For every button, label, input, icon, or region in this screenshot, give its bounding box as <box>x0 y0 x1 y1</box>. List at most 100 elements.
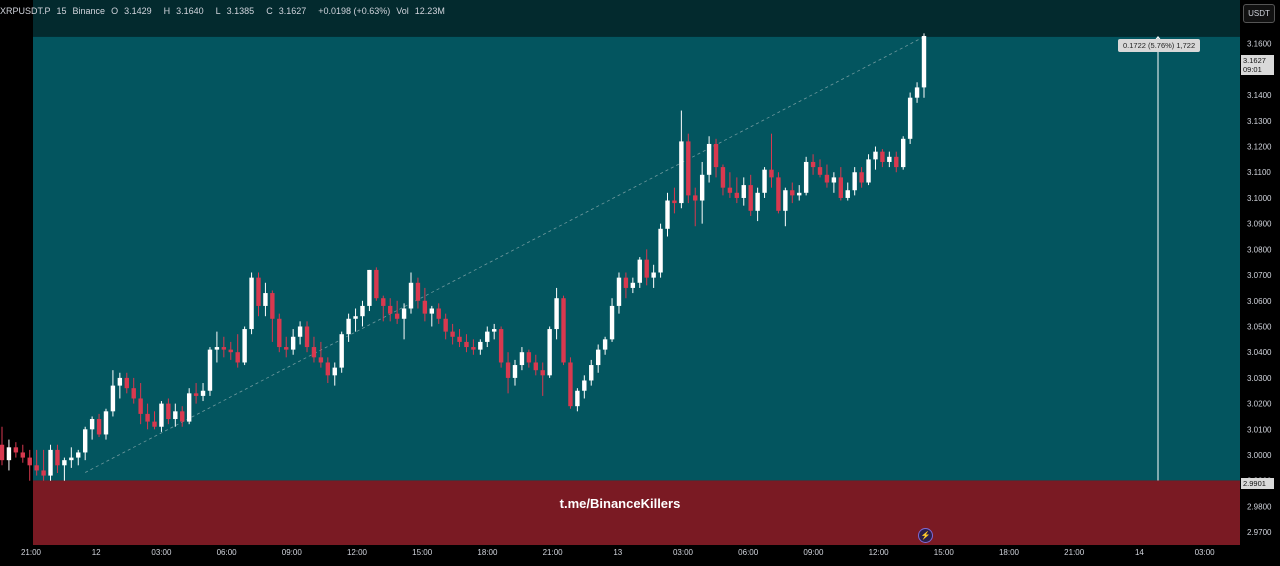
candle <box>838 167 844 201</box>
candle-body <box>478 341 483 350</box>
candle-body <box>485 331 490 342</box>
candle <box>256 272 261 317</box>
candle <box>609 298 615 342</box>
candle <box>0 426 5 466</box>
volume-value: 12.23M <box>414 6 445 16</box>
candle-body <box>734 192 740 198</box>
candle <box>783 187 788 227</box>
time-tick-label: 21:00 <box>21 548 42 557</box>
lightning-icon[interactable]: ⚡ <box>918 528 933 543</box>
candle-body <box>644 259 649 278</box>
candle <box>727 172 733 198</box>
candle <box>408 272 414 314</box>
candle <box>887 151 892 168</box>
candle-body <box>894 156 899 168</box>
candle-body <box>346 318 351 335</box>
candle <box>623 272 629 299</box>
candle <box>540 362 545 396</box>
candle-body <box>498 329 504 363</box>
time-axis[interactable]: 21:00 12 03:00 06:00 09:00 12:00 15:00 18:00 21:… <box>0 545 1240 561</box>
interval-label: 15 <box>56 6 67 16</box>
candle-body <box>318 357 324 363</box>
candle-body <box>235 352 240 363</box>
candle-body <box>374 269 379 299</box>
candle <box>859 167 864 188</box>
candle-body <box>41 470 46 476</box>
symbol-name[interactable]: XRPUSDT.P <box>0 6 51 16</box>
candle <box>200 383 206 402</box>
candle <box>346 313 351 342</box>
candle-body <box>159 403 164 427</box>
price-tick-label: 2.9700 <box>1247 528 1272 537</box>
candle <box>13 442 19 458</box>
time-tick-label: 14 <box>1135 548 1144 557</box>
candle-body <box>464 341 469 348</box>
candle <box>921 33 927 98</box>
candle-body <box>367 269 372 306</box>
exchange-label: Binance <box>72 6 106 16</box>
candle <box>589 359 594 386</box>
candle-body <box>568 362 573 407</box>
candle <box>769 133 774 188</box>
candle <box>20 444 25 463</box>
candle-body <box>526 352 532 363</box>
candle <box>159 401 164 432</box>
candle-body <box>27 457 32 466</box>
current-price-value: 3.1627 <box>1243 56 1266 65</box>
candle <box>360 300 365 327</box>
candle <box>62 457 67 481</box>
open-value: 3.1429 <box>124 6 152 16</box>
measure-loss-area <box>33 480 1240 545</box>
candle-body <box>76 452 81 458</box>
candle <box>173 403 178 427</box>
candle <box>131 377 136 404</box>
candle-body <box>221 347 227 350</box>
candle-body <box>651 272 656 278</box>
candle-body <box>443 318 448 332</box>
price-tick-label: 3.1400 <box>1247 91 1272 100</box>
candle <box>214 331 220 363</box>
candle-body <box>62 460 67 466</box>
candle-body <box>138 398 143 414</box>
change-value: +0.0198 (+0.63%) <box>318 6 391 16</box>
candle-body <box>277 318 282 348</box>
candle <box>304 321 310 353</box>
price-tick-label: 3.0200 <box>1247 400 1272 409</box>
candle <box>124 372 129 394</box>
candle-body <box>540 370 545 376</box>
candle-body <box>727 187 733 193</box>
candle <box>505 352 511 394</box>
candle-body <box>512 365 518 378</box>
candle <box>186 388 192 425</box>
candle-body <box>82 429 88 453</box>
candle-body <box>519 352 525 366</box>
candle-body <box>311 347 317 358</box>
candle <box>866 154 871 186</box>
candle-body <box>838 177 844 198</box>
time-tick-label: 03:00 <box>1195 548 1216 557</box>
candle-body <box>790 190 795 196</box>
price-axis[interactable]: 3.17003.16003.15003.14003.13003.12003.11… <box>1240 0 1280 561</box>
candle <box>644 249 649 286</box>
candle-body <box>921 35 927 88</box>
time-tick-label: 13 <box>613 548 622 557</box>
candle <box>103 408 109 440</box>
candle <box>734 177 740 204</box>
candle <box>318 341 324 368</box>
candle <box>914 82 920 103</box>
price-tick-label: 3.0100 <box>1247 425 1272 434</box>
time-tick-label: 06:00 <box>217 548 238 557</box>
candle-body <box>873 151 878 160</box>
candle <box>325 357 331 384</box>
currency-button[interactable]: USDT <box>1243 4 1275 23</box>
candle <box>901 136 906 170</box>
candle <box>637 257 642 288</box>
low-value: 3.1385 <box>226 6 255 16</box>
candle <box>41 449 46 481</box>
candle <box>755 187 760 222</box>
candle <box>381 295 386 322</box>
trend-line <box>85 36 925 473</box>
price-tick-label: 3.1100 <box>1247 168 1271 177</box>
